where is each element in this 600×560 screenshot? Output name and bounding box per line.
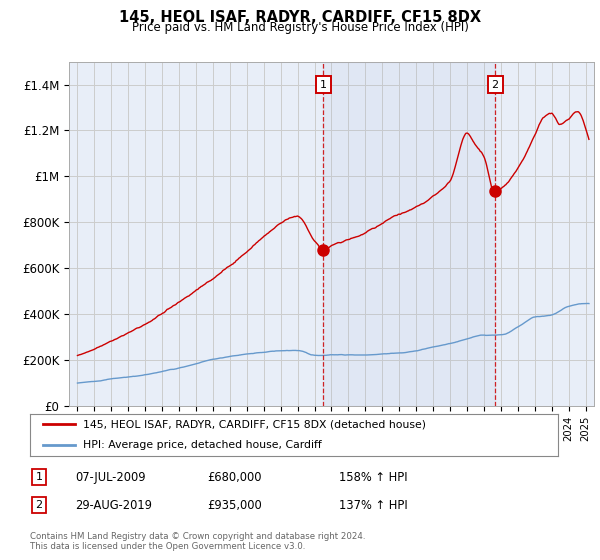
Text: 1: 1 [35,472,43,482]
Text: 145, HEOL ISAF, RADYR, CARDIFF, CF15 8DX (detached house): 145, HEOL ISAF, RADYR, CARDIFF, CF15 8DX… [83,419,426,430]
Bar [323,62,495,406]
Text: 2: 2 [491,80,499,90]
Text: Price paid vs. HM Land Registry's House Price Index (HPI): Price paid vs. HM Land Registry's House … [131,21,469,34]
Text: £680,000: £680,000 [207,470,262,484]
Text: 1: 1 [320,80,327,90]
Text: £935,000: £935,000 [207,498,262,512]
Text: 07-JUL-2009: 07-JUL-2009 [75,470,146,484]
Text: 158% ↑ HPI: 158% ↑ HPI [339,470,407,484]
Text: 137% ↑ HPI: 137% ↑ HPI [339,498,408,512]
Text: 29-AUG-2019: 29-AUG-2019 [75,498,152,512]
Text: HPI: Average price, detached house, Cardiff: HPI: Average price, detached house, Card… [83,441,322,450]
Text: Contains HM Land Registry data © Crown copyright and database right 2024.
This d: Contains HM Land Registry data © Crown c… [30,532,365,552]
Text: 2: 2 [35,500,43,510]
Text: 145, HEOL ISAF, RADYR, CARDIFF, CF15 8DX: 145, HEOL ISAF, RADYR, CARDIFF, CF15 8DX [119,10,481,25]
